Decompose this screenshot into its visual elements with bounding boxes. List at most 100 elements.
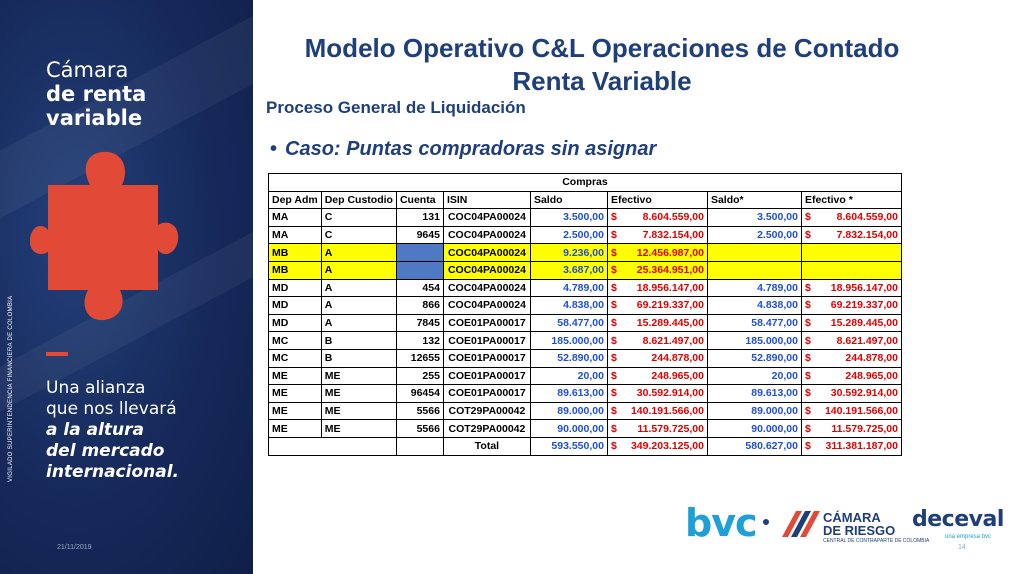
- money-cell: $11.579.725,00: [606, 419, 708, 438]
- money-cell: $7.832.154,00: [606, 225, 708, 245]
- tagline-line-5: internacional.: [46, 462, 179, 482]
- slide-title: Modelo Operativo C&L Operaciones de Cont…: [262, 32, 942, 98]
- saldo-cell: 90.000,00: [529, 419, 608, 438]
- dep-adm-cell: MB: [268, 260, 322, 280]
- dep-adm-cell: MA: [268, 225, 322, 245]
- money-amount: 8.604.559,00: [642, 211, 704, 224]
- dep-custodio-cell: A: [320, 260, 397, 280]
- currency-symbol: $: [610, 422, 617, 435]
- cuenta-cell: [395, 243, 444, 262]
- currency-symbol: $: [804, 387, 811, 400]
- money-amount: 8.621.497,00: [836, 334, 898, 347]
- currency-symbol: $: [610, 369, 617, 382]
- isin-cell: COE01PA00017: [442, 313, 531, 333]
- isin-cell: COT29PA00042: [442, 419, 531, 438]
- money-cell: $8.621.497,00: [606, 331, 708, 350]
- cuenta-cell: 5566: [395, 401, 444, 421]
- dep-custodio-cell: A: [320, 243, 397, 262]
- table-row: MB A COC04PA00024 9.236,00 $12.456.987,00: [268, 243, 902, 262]
- money-amount: 15.289.445,00: [830, 317, 898, 330]
- column-header: Efectivo: [606, 190, 708, 210]
- dep-custodio-cell: C: [320, 208, 397, 227]
- cuenta-cell: 131: [395, 208, 444, 227]
- money-cell: $11.579.725,00: [800, 419, 902, 438]
- puzzle-piece-icon: [30, 151, 179, 321]
- money-amount: 30.592.914,00: [636, 387, 704, 400]
- logo-separator-dot: [763, 519, 769, 525]
- money-amount: 30.592.914,00: [830, 387, 898, 400]
- money-amount: 25.364.951,00: [636, 264, 704, 277]
- isin-cell: COE01PA00017: [442, 384, 531, 403]
- money-amount: 7.832.154,00: [836, 229, 898, 242]
- cuenta-cell: 96454: [395, 384, 444, 403]
- isin-cell: COC04PA00024: [442, 243, 531, 262]
- saldo-cell: 52.890,00: [529, 348, 608, 368]
- deceval-logo: deceval: [912, 507, 1004, 532]
- dep-adm-cell: MD: [268, 278, 322, 298]
- saldo-cell: 20,00: [529, 366, 608, 386]
- tagline-line-2: que nos llevará: [46, 399, 177, 419]
- total-row: Total 593.550,00 $349.203.125,00 580.627,00…: [268, 436, 902, 456]
- saldo-star-cell: [706, 260, 802, 280]
- saldo-star-cell: 52.890,00: [706, 348, 802, 368]
- saldo-star-cell: 20,00: [706, 366, 802, 386]
- dep-custodio-cell: ME: [320, 419, 397, 438]
- currency-symbol: $: [804, 352, 811, 365]
- money-cell: $244.878,00: [606, 348, 708, 368]
- brand-line-1: Cámara: [46, 58, 129, 82]
- money-amount: 18.956.147,00: [830, 281, 898, 294]
- currency-symbol: $: [804, 405, 811, 418]
- column-header: Dep Custodio: [320, 190, 397, 210]
- currency-symbol: $: [610, 352, 617, 365]
- slide-subtitle: Proceso General de Liquidación: [266, 98, 526, 117]
- table-row: MD A 866 COC04PA00024 4.838,00 $69.219.337,00…: [268, 296, 902, 315]
- cuenta-cell: [395, 260, 444, 280]
- saldo-star-cell: 89.000,00: [706, 401, 802, 421]
- money-amount: 244.878,00: [651, 352, 704, 365]
- currency-symbol: $: [610, 387, 617, 400]
- money-cell: $30.592.914,00: [606, 384, 708, 403]
- currency-symbol: $: [610, 211, 617, 224]
- currency-symbol: $: [804, 299, 811, 312]
- page-number: 14: [958, 544, 966, 551]
- saldo-cell: 4.838,00: [529, 296, 608, 315]
- title-line-1: Modelo Operativo C&L Operaciones de Cont…: [304, 33, 900, 63]
- left-brand-panel: Cámara de renta variable Una alianza que…: [0, 0, 253, 574]
- dep-custodio-cell: ME: [320, 366, 397, 386]
- currency-symbol: $: [610, 264, 617, 277]
- saldo-cell: 3.500,00: [529, 208, 608, 227]
- money-cell: $18.956.147,00: [800, 278, 902, 298]
- cuenta-cell: 12655: [395, 348, 444, 368]
- saldo-cell: 58.477,00: [529, 313, 608, 333]
- brand-line-3: variable: [46, 106, 143, 130]
- dep-custodio-cell: A: [320, 278, 397, 298]
- column-header: Cuenta: [395, 190, 444, 210]
- currency-symbol: $: [804, 229, 811, 242]
- dep-adm-cell: MD: [268, 313, 322, 333]
- currency-symbol: $: [804, 211, 811, 224]
- table-row: ME ME 255 COE01PA00017 20,00 $248.965,00 20,00…: [268, 366, 902, 386]
- bvc-logo: bvc: [685, 501, 757, 545]
- cuenta-cell: 866: [395, 296, 444, 315]
- brand-line-2: de renta: [46, 82, 147, 106]
- saldo-star-cell: 4.838,00: [706, 296, 802, 315]
- table-row: MA C 131 COC04PA00024 3.500,00 $8.604.559,00 3…: [268, 208, 902, 227]
- money-amount: 12.456.987,00: [636, 246, 704, 259]
- saldo-cell: 3.687,00: [529, 260, 608, 280]
- money-cell: $248.965,00: [606, 366, 708, 386]
- cuenta-cell: 132: [395, 331, 444, 350]
- slide-date: 21/11/2019: [57, 544, 92, 551]
- dep-custodio-cell: C: [320, 225, 397, 245]
- money-cell: [800, 260, 902, 280]
- dep-adm-cell: MC: [268, 348, 322, 368]
- compras-table-wrapper: Compras Dep Adm Dep Custodio Cuenta ISIN Sal…: [268, 173, 902, 456]
- cuenta-cell: 255: [395, 366, 444, 386]
- isin-cell: COC04PA00024: [442, 278, 531, 298]
- isin-cell: COC04PA00024: [442, 296, 531, 315]
- table-group-header: Compras: [268, 173, 902, 192]
- column-header: Saldo: [529, 190, 608, 210]
- saldo-cell: 89.613,00: [529, 384, 608, 403]
- money-amount: 69.219.337,00: [636, 299, 704, 312]
- compras-table: Compras Dep Adm Dep Custodio Cuenta ISIN Sal…: [268, 173, 902, 456]
- camara-logo-line-3: CENTRAL DE CONTRAPARTE DE COLOMBIA: [823, 538, 930, 544]
